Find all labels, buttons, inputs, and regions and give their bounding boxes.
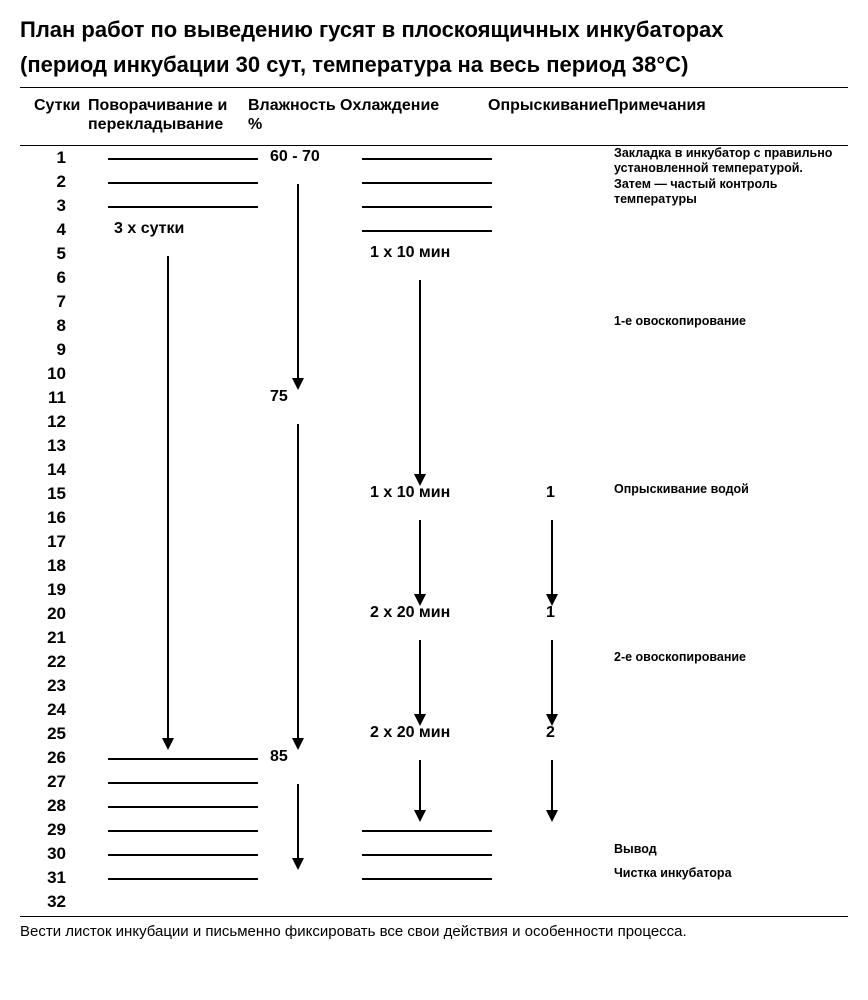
schedule-grid: 1234567891011121314151617181920212223242…	[20, 146, 848, 916]
day-18: 18	[32, 556, 66, 576]
day-4: 4	[32, 220, 66, 240]
footer-note: Вести листок инкубации и письменно фикси…	[20, 917, 848, 940]
hum-label-0: 60 - 70	[270, 148, 320, 166]
turn-line-bot-30	[108, 854, 258, 856]
header-hum: Влажность %	[248, 96, 340, 134]
column-headers: Сутки Поворачивание и перекладывание Вла…	[20, 88, 848, 144]
day-3: 3	[32, 196, 66, 216]
day-13: 13	[32, 436, 66, 456]
header-spray: Опрыскивание	[488, 96, 607, 134]
day-22: 22	[32, 652, 66, 672]
day-21: 21	[32, 628, 66, 648]
cool-label-1: 1 x 10 мин	[370, 484, 450, 502]
spray-arrow-1	[544, 640, 560, 728]
cool-line-top-4	[362, 230, 492, 232]
turn-line-bot-27	[108, 782, 258, 784]
day-2: 2	[32, 172, 66, 192]
note-3: 2-е овоскопирование	[614, 650, 834, 666]
day-12: 12	[32, 412, 66, 432]
day-25: 25	[32, 724, 66, 744]
day-8: 8	[32, 316, 66, 336]
hum-label-2: 85	[270, 748, 288, 766]
turn-line-top-3	[108, 206, 258, 208]
day-15: 15	[32, 484, 66, 504]
note-5: Чистка инкубатора	[614, 866, 834, 882]
day-29: 29	[32, 820, 66, 840]
note-0: Закладка в инкубатор с правильно установ…	[614, 146, 834, 209]
turn-label: 3 x сутки	[114, 220, 184, 238]
day-5: 5	[32, 244, 66, 264]
hum-arrow-2	[290, 784, 306, 872]
hum-label-1: 75	[270, 388, 288, 406]
turn-arrow	[160, 256, 176, 752]
day-6: 6	[32, 268, 66, 288]
day-32: 32	[32, 892, 66, 912]
spray-arrow-0	[544, 520, 560, 608]
hum-arrow-0	[290, 184, 306, 392]
cool-line-bot-31	[362, 878, 492, 880]
day-14: 14	[32, 460, 66, 480]
spray-label-0: 1	[546, 484, 555, 502]
day-16: 16	[32, 508, 66, 528]
cool-arrow-3	[412, 760, 428, 824]
day-19: 19	[32, 580, 66, 600]
day-30: 30	[32, 844, 66, 864]
cool-label-2: 2 x 20 мин	[370, 604, 450, 622]
note-4: Вывод	[614, 842, 834, 858]
day-23: 23	[32, 676, 66, 696]
day-31: 31	[32, 868, 66, 888]
day-27: 27	[32, 772, 66, 792]
day-10: 10	[32, 364, 66, 384]
header-day: Сутки	[20, 96, 88, 134]
chart-title-1: План работ по выведению гусят в плоскоящ…	[20, 16, 848, 45]
header-note: Примечания	[607, 96, 848, 134]
header-turn: Поворачивание и перекладывание	[88, 96, 248, 134]
turn-line-bot-31	[108, 878, 258, 880]
day-1: 1	[32, 148, 66, 168]
day-9: 9	[32, 340, 66, 360]
cool-arrow-2	[412, 640, 428, 728]
turn-line-bot-29	[108, 830, 258, 832]
cool-arrow-0	[412, 280, 428, 488]
cool-line-top-1	[362, 158, 492, 160]
cool-line-top-3	[362, 206, 492, 208]
header-cool: Охлаждение	[340, 96, 488, 134]
turn-line-top-1	[108, 158, 258, 160]
day-17: 17	[32, 532, 66, 552]
day-11: 11	[32, 388, 66, 408]
spray-arrow-2	[544, 760, 560, 824]
cool-line-bot-29	[362, 830, 492, 832]
turn-line-top-2	[108, 182, 258, 184]
day-26: 26	[32, 748, 66, 768]
turn-line-bot-28	[108, 806, 258, 808]
day-7: 7	[32, 292, 66, 312]
day-20: 20	[32, 604, 66, 624]
day-24: 24	[32, 700, 66, 720]
cool-line-bot-30	[362, 854, 492, 856]
note-1: 1-е овоскопирование	[614, 314, 834, 330]
cool-line-top-2	[362, 182, 492, 184]
cool-label-3: 2 x 20 мин	[370, 724, 450, 742]
chart-title-2: (период инкубации 30 сут, температура на…	[20, 51, 848, 80]
turn-line-bot-26	[108, 758, 258, 760]
cool-arrow-1	[412, 520, 428, 608]
day-28: 28	[32, 796, 66, 816]
cool-label-0: 1 x 10 мин	[370, 244, 450, 262]
hum-arrow-1	[290, 424, 306, 752]
note-2: Опрыскивание водой	[614, 482, 834, 498]
